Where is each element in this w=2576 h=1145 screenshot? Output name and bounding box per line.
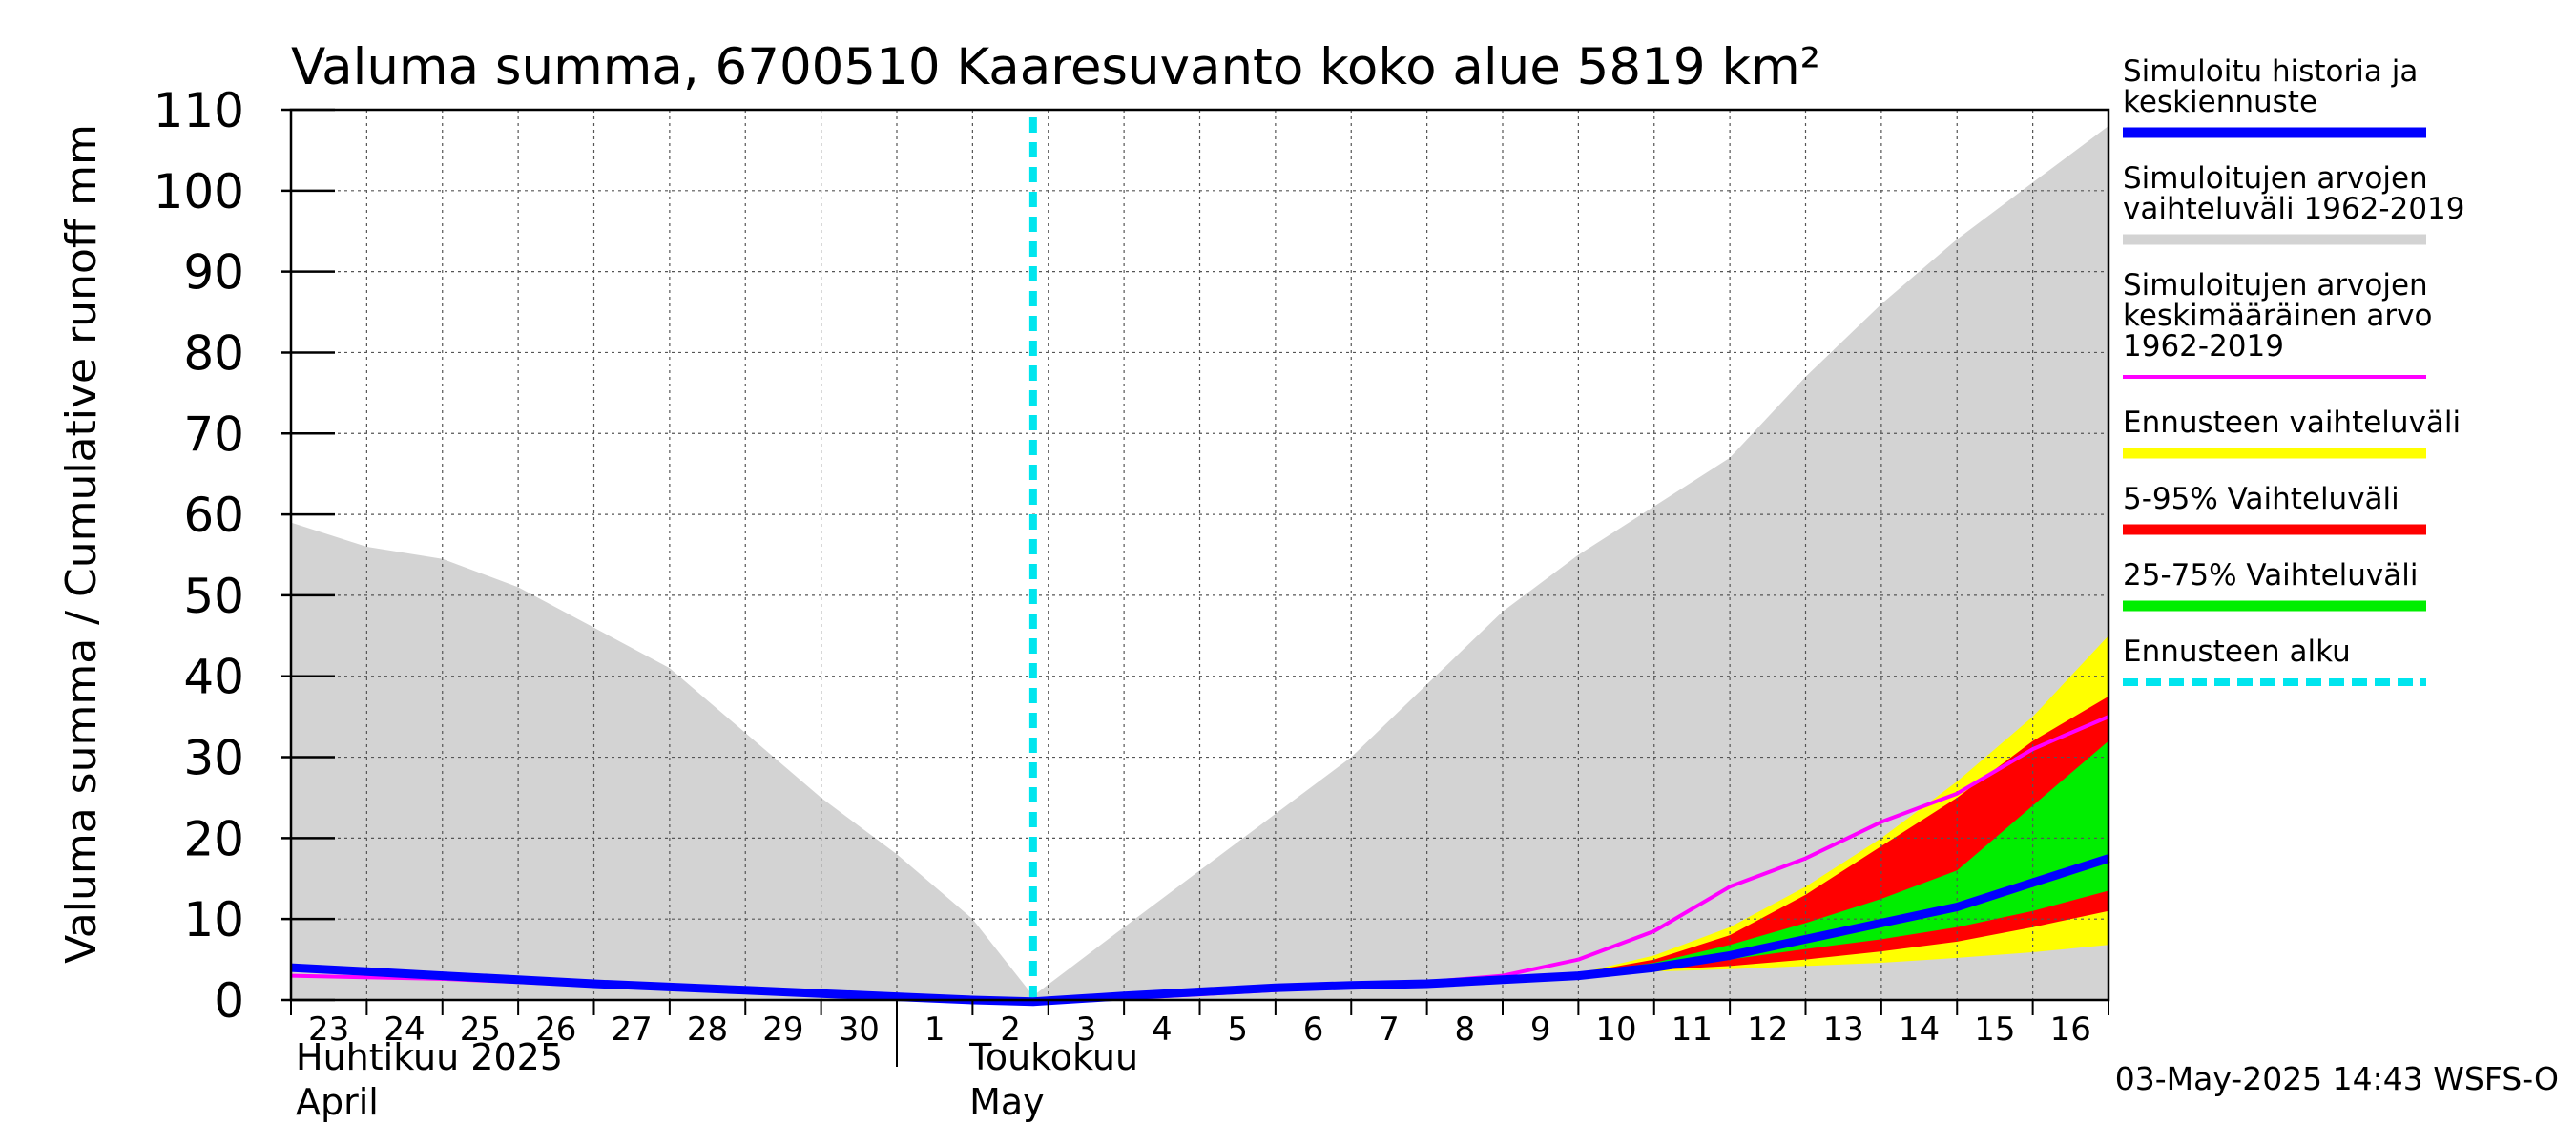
chart-title: Valuma summa, 6700510 Kaaresuvanto koko … <box>291 38 1820 96</box>
legend-label: Simuloitujen arvojen <box>2123 161 2428 196</box>
legend-label: Ennusteen alku <box>2123 635 2351 669</box>
y-tick-label: 30 <box>183 731 244 786</box>
band-4 <box>1578 740 2109 973</box>
month-label-english: April <box>296 1081 379 1123</box>
legend-label: Simuloitu historia ja <box>2123 54 2418 89</box>
x-tick-label: 4 <box>1152 1010 1173 1049</box>
y-axis-label: Valuma summa / Cumulative runoff mm <box>57 124 106 964</box>
legend-label: keskimääräinen arvo <box>2123 299 2432 333</box>
x-tick-label: 14 <box>1899 1010 1940 1049</box>
x-tick-label: 24 <box>384 1010 425 1049</box>
y-tick-label: 90 <box>183 245 244 301</box>
x-tick-label: 11 <box>1672 1010 1713 1049</box>
y-tick-label: 50 <box>183 569 244 624</box>
line-layer <box>290 117 2110 1007</box>
legend-label: 25-75% Vaihteluväli <box>2123 558 2419 593</box>
x-tick-label: 5 <box>1227 1010 1248 1049</box>
x-tick-label: 25 <box>460 1010 501 1049</box>
y-tick-label: 100 <box>154 164 244 219</box>
y-tick-label: 80 <box>183 325 244 381</box>
legend-label: Simuloitujen arvojen <box>2123 268 2428 302</box>
x-tick-label: 30 <box>839 1010 880 1049</box>
month-label-english: May <box>969 1081 1045 1123</box>
month-label-finnish: Toukokuu <box>968 1036 1138 1078</box>
legend-label: 1962-2019 <box>2123 329 2284 364</box>
grid-layer <box>290 109 2109 1001</box>
y-tick-label: 0 <box>214 973 244 1029</box>
y-tick-label: 10 <box>183 892 244 947</box>
legend-label: Ennusteen vaihteluväli <box>2123 406 2461 440</box>
x-tick-label: 13 <box>1823 1010 1864 1049</box>
x-tick-label: 28 <box>687 1010 728 1049</box>
x-tick-label: 26 <box>535 1010 576 1049</box>
x-tick-label: 23 <box>308 1010 349 1049</box>
x-tick-label: 29 <box>762 1010 803 1049</box>
x-tick-label: 10 <box>1595 1010 1636 1049</box>
legend-label: 5-95% Vaihteluväli <box>2123 482 2399 516</box>
x-tick-label: 27 <box>612 1010 653 1049</box>
y-tick-label: 20 <box>183 811 244 866</box>
x-tick-label: 12 <box>1747 1010 1788 1049</box>
month-label-finnish: Huhtikuu 2025 <box>296 1036 563 1078</box>
legend-label: vaihteluväli 1962-2019 <box>2123 192 2464 226</box>
x-tick-label: 15 <box>1974 1010 2015 1049</box>
legend-label: keskiennuste <box>2123 85 2317 119</box>
series-line-2 <box>290 854 2110 1007</box>
y-tick-label: 60 <box>183 488 244 543</box>
x-tick-label: 6 <box>1303 1010 1324 1049</box>
x-tick-label: 2 <box>1000 1010 1021 1049</box>
y-tick-label: 70 <box>183 406 244 462</box>
y-tick-label: 110 <box>154 83 244 138</box>
band-1 <box>291 126 2109 1000</box>
x-tick-label: 9 <box>1530 1010 1551 1049</box>
x-tick-label: 7 <box>1379 1010 1400 1049</box>
x-tick-label: 1 <box>924 1010 945 1049</box>
x-tick-label: 8 <box>1454 1010 1475 1049</box>
x-tick-label: 16 <box>2050 1010 2091 1049</box>
x-tick-label: 3 <box>1076 1010 1097 1049</box>
y-tick-label: 40 <box>183 650 244 705</box>
footer-timestamp: 03-May-2025 14:43 WSFS-O <box>2115 1060 2559 1097</box>
